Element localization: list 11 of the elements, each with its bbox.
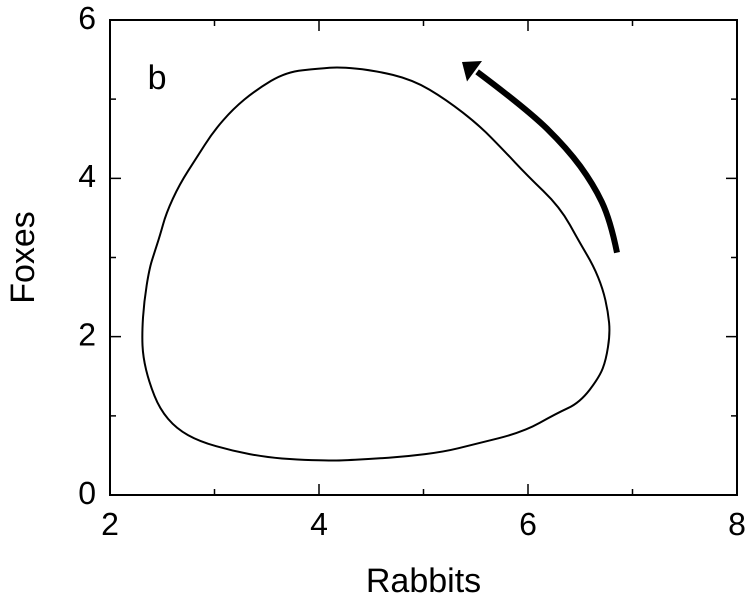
x-axis-title: Rabbits	[366, 562, 482, 600]
annotation: b	[148, 58, 167, 97]
y-tick-label: 6	[78, 0, 96, 36]
y-tick-label: 4	[78, 158, 96, 194]
y-axis-title: Foxes	[4, 211, 42, 304]
y-tick-label: 2	[78, 316, 96, 352]
x-tick-label: 6	[519, 506, 537, 542]
x-tick-label: 4	[310, 506, 328, 542]
y-tick-label: 0	[78, 474, 96, 511]
x-tick-label: 8	[728, 506, 746, 542]
x-tick-label: 2	[101, 506, 119, 542]
